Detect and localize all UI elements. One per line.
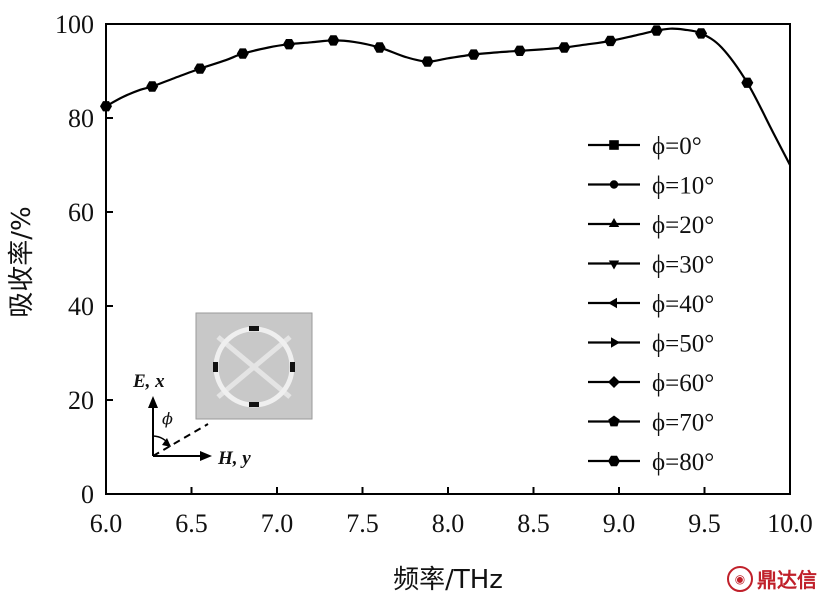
y-tick-label: 100 [55, 10, 94, 39]
x-tick-labels: 6.0 6.5 7.0 7.5 8.0 8.5 9.0 9.5 10.0 [90, 509, 813, 538]
data-point [236, 48, 249, 59]
y-tick-label: 40 [68, 292, 94, 321]
unit-cell-gap-right [290, 362, 295, 372]
legend-marker [608, 297, 617, 309]
y-tick-label: 60 [68, 198, 94, 227]
legend-label: ϕ=50° [652, 331, 714, 358]
legend-label: ϕ=10° [652, 173, 714, 200]
x-tick-label: 8.5 [517, 509, 550, 538]
data-point [373, 42, 386, 53]
legend-label: ϕ=30° [652, 252, 714, 279]
y-tick-label: 20 [68, 386, 94, 415]
legend-marker [608, 415, 620, 427]
unit-cell-gap-bottom [249, 402, 259, 407]
legend-marker [608, 218, 620, 227]
data-point [467, 49, 480, 60]
x-tick-label: 10.0 [767, 509, 813, 538]
x-tick-label: 7.5 [346, 509, 379, 538]
legend-label: ϕ=0° [652, 133, 702, 160]
x-tick-label: 6.0 [90, 509, 123, 538]
e-axis-label: E, x [132, 371, 165, 392]
h-axis-label: H, y [217, 448, 251, 469]
inset-coordinate-axes: E, x H, y ϕ [132, 371, 251, 469]
watermark-logo-icon: ◉ [727, 565, 753, 592]
phi-arc-head [162, 438, 171, 447]
legend-label: ϕ=80° [652, 449, 714, 476]
y-tick-label: 0 [81, 480, 94, 509]
data-point [421, 56, 434, 67]
x-tick-label: 8.0 [432, 509, 465, 538]
data-point [650, 25, 663, 36]
watermark-text: 鼎达信 [757, 568, 817, 592]
x-tick-label: 9.0 [603, 509, 636, 538]
unit-cell-gap-left [213, 362, 218, 372]
x-tick-label: 6.5 [175, 509, 208, 538]
y-axis-title: 吸收率/% [7, 206, 37, 317]
data-point [695, 28, 708, 39]
e-arrow-head [148, 396, 158, 408]
x-tick-label: 7.0 [261, 509, 294, 538]
data-point [283, 39, 295, 50]
legend-label: ϕ=40° [652, 291, 714, 318]
legend: ϕ=0° ϕ=10° ϕ=20° ϕ=30° ϕ=40° ϕ=50° ϕ=60° ϕ=70° ϕ… [588, 133, 714, 476]
data-markers [100, 25, 754, 112]
legend-label: ϕ=70° [652, 410, 714, 437]
legend-label: ϕ=20° [652, 212, 714, 239]
data-point [741, 77, 754, 88]
data-point [146, 81, 159, 92]
y-tick-labels: 0 20 40 60 80 100 [55, 10, 94, 509]
unit-cell-gap-top [249, 326, 259, 331]
legend-marker [608, 376, 620, 388]
watermark-logo: ◉ 鼎达信 [727, 564, 817, 593]
h-arrow-head [200, 451, 212, 461]
legend-marker [608, 260, 620, 270]
legend-marker [609, 180, 619, 189]
legend-label: ϕ=60° [652, 370, 714, 397]
phi-label: ϕ [162, 409, 173, 428]
data-point [194, 63, 206, 74]
legend-marker [611, 337, 620, 348]
data-point [327, 35, 340, 46]
legend-marker [609, 140, 619, 150]
data-point [100, 101, 112, 112]
x-tick-label: 9.5 [688, 509, 721, 538]
data-point [604, 35, 617, 47]
legend-marker [608, 455, 620, 467]
x-axis-title: 频率/THz [393, 565, 503, 595]
absorption-curve [105, 27, 791, 166]
k-dashed-direction [152, 423, 209, 457]
y-tick-label: 80 [68, 104, 94, 133]
unit-cell-cross-b [216, 335, 292, 399]
data-point [558, 42, 571, 53]
inset-unit-cell [195, 312, 313, 420]
data-point [513, 45, 526, 56]
axis-ticks [105, 23, 791, 495]
